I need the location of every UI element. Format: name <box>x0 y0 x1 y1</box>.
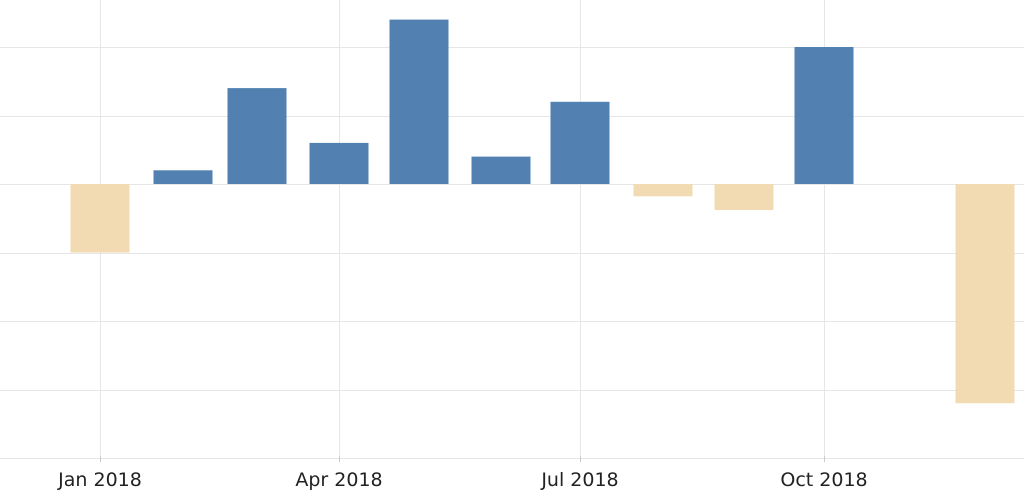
bar-dec-2018 <box>955 184 1015 404</box>
x-tick-label-oct: Oct 2018 <box>780 469 867 491</box>
bar-aug-2018 <box>633 184 693 197</box>
x-tick-label-apr: Apr 2018 <box>295 469 382 491</box>
bar-may-2018 <box>389 19 449 184</box>
bars-layer <box>70 19 1015 404</box>
x-tick-label-jan: Jan 2018 <box>57 469 142 491</box>
bar-apr-2018 <box>309 142 369 184</box>
grid-layer <box>0 0 1024 462</box>
bar-jul-2018 <box>550 101 610 184</box>
bar-jun-2018 <box>471 156 531 184</box>
x-axis-ticks: Jan 2018 Apr 2018 Jul 2018 Oct 2018 <box>57 469 867 491</box>
bar-jan-2018 <box>70 184 130 253</box>
bar-feb-2018 <box>153 170 213 184</box>
x-tick-label-jul: Jul 2018 <box>540 469 618 491</box>
bar-mar-2018 <box>227 88 287 184</box>
bar-oct-2018 <box>794 47 854 184</box>
bar-sep-2018 <box>714 184 774 211</box>
